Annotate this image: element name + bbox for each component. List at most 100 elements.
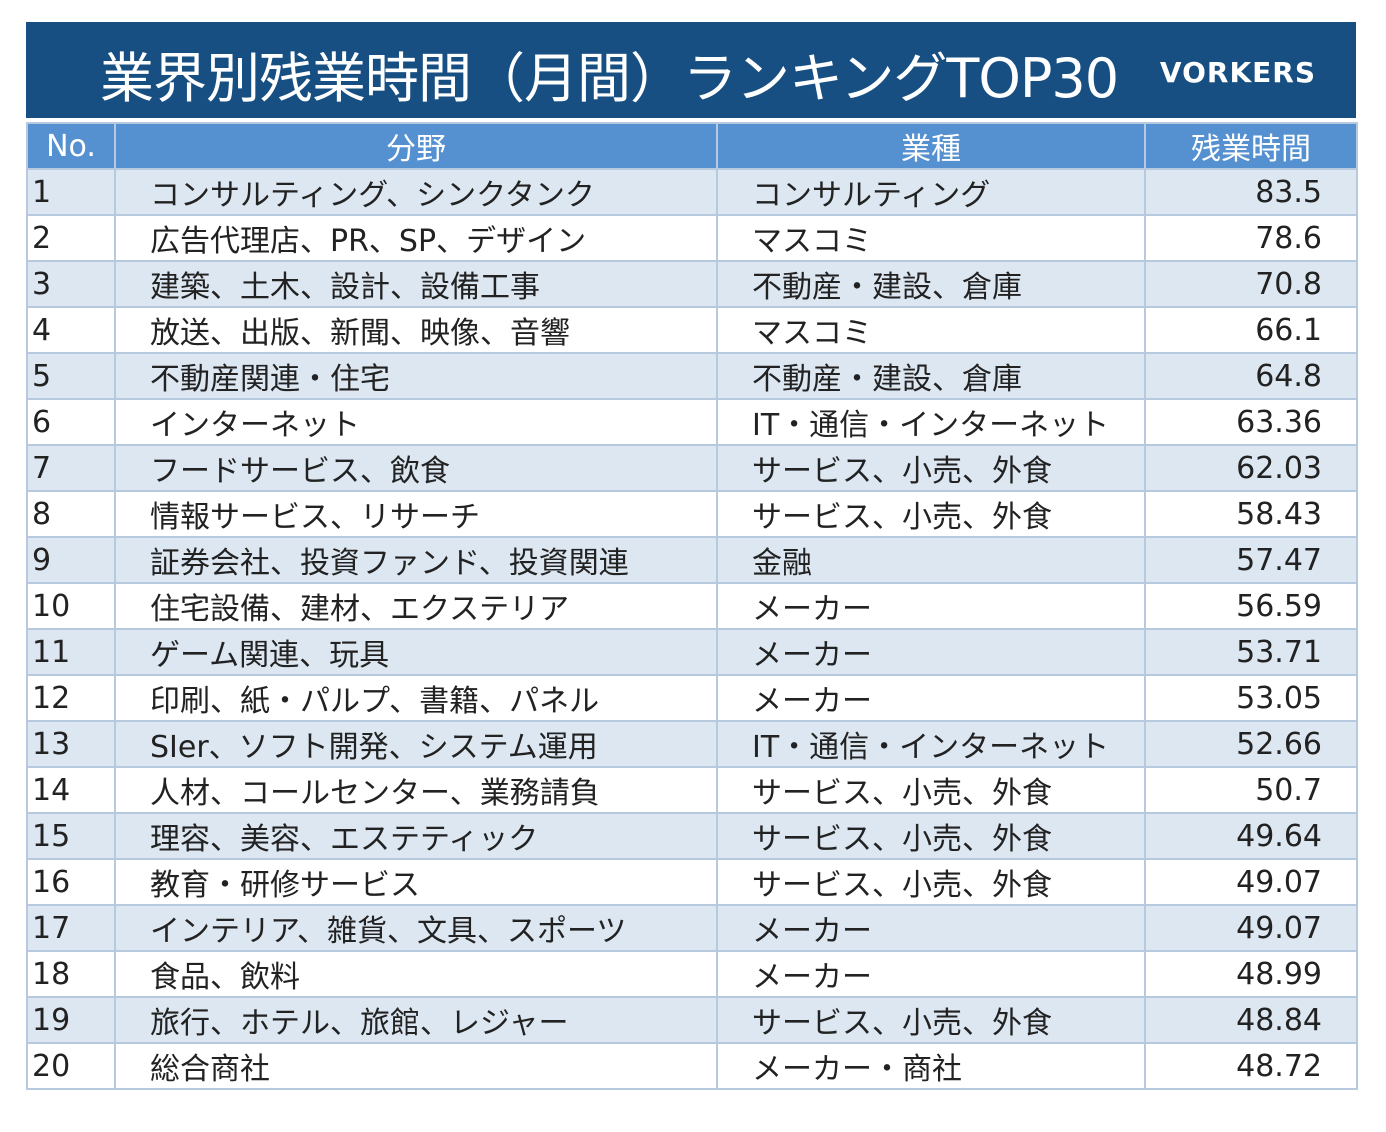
cell-industry: サービス、小売、外食 — [716, 812, 1146, 860]
cell-industry: メーカー — [716, 950, 1146, 998]
cell-field: インターネット — [114, 398, 718, 446]
cell-field: ゲーム関連、玩具 — [114, 628, 718, 676]
ranking-table-container: 業界別残業時間（月間）ランキングTOP30 VORKERS No. 分野 業種 … — [26, 22, 1358, 1090]
cell-hours: 58.43 — [1144, 490, 1358, 538]
cell-industry: マスコミ — [716, 306, 1146, 354]
cell-no: 1 — [26, 168, 116, 216]
table-row: 16 教育・研修サービス サービス、小売、外食 49.07 — [26, 858, 1358, 906]
cell-field: 証券会社、投資ファンド、投資関連 — [114, 536, 718, 584]
cell-hours: 64.8 — [1144, 352, 1358, 400]
cell-industry: メーカー — [716, 904, 1146, 952]
cell-no: 11 — [26, 628, 116, 676]
cell-field: SIer、ソフト開発、システム運用 — [114, 720, 718, 768]
cell-hours: 66.1 — [1144, 306, 1358, 354]
table-row: 10 住宅設備、建材、エクステリア メーカー 56.59 — [26, 582, 1358, 630]
cell-industry: メーカー — [716, 674, 1146, 722]
cell-no: 3 — [26, 260, 116, 308]
cell-field: 放送、出版、新聞、映像、音響 — [114, 306, 718, 354]
cell-hours: 49.07 — [1144, 858, 1358, 906]
table-row: 5 不動産関連・住宅 不動産・建設、倉庫 64.8 — [26, 352, 1358, 400]
cell-no: 10 — [26, 582, 116, 630]
cell-field: フードサービス、飲食 — [114, 444, 718, 492]
cell-industry: IT・通信・インターネット — [716, 398, 1146, 446]
title-bar: 業界別残業時間（月間）ランキングTOP30 VORKERS — [26, 22, 1356, 118]
cell-field: 情報サービス、リサーチ — [114, 490, 718, 538]
cell-hours: 53.05 — [1144, 674, 1358, 722]
cell-field: 建築、土木、設計、設備工事 — [114, 260, 718, 308]
cell-field: 不動産関連・住宅 — [114, 352, 718, 400]
cell-hours: 57.47 — [1144, 536, 1358, 584]
table-row: 8 情報サービス、リサーチ サービス、小売、外食 58.43 — [26, 490, 1358, 538]
cell-hours: 53.71 — [1144, 628, 1358, 676]
cell-industry: メーカー・商社 — [716, 1042, 1146, 1090]
cell-no: 18 — [26, 950, 116, 998]
cell-industry: メーカー — [716, 628, 1146, 676]
table-row: 2 広告代理店、PR、SP、デザイン マスコミ 78.6 — [26, 214, 1358, 262]
cell-hours: 70.8 — [1144, 260, 1358, 308]
table-row: 13 SIer、ソフト開発、システム運用 IT・通信・インターネット 52.66 — [26, 720, 1358, 768]
table-row: 19 旅行、ホテル、旅館、レジャー サービス、小売、外食 48.84 — [26, 996, 1358, 1044]
cell-field: 教育・研修サービス — [114, 858, 718, 906]
table-row: 17 インテリア、雑貨、文具、スポーツ メーカー 49.07 — [26, 904, 1358, 952]
header-no: No. — [26, 122, 116, 170]
vorkers-logo: VORKERS — [1159, 56, 1316, 89]
cell-hours: 48.99 — [1144, 950, 1358, 998]
cell-no: 20 — [26, 1042, 116, 1090]
table-row: 7 フードサービス、飲食 サービス、小売、外食 62.03 — [26, 444, 1358, 492]
cell-no: 7 — [26, 444, 116, 492]
page-title: 業界別残業時間（月間）ランキングTOP30 — [100, 47, 1119, 110]
cell-field: 住宅設備、建材、エクステリア — [114, 582, 718, 630]
table-row: 18 食品、飲料 メーカー 48.99 — [26, 950, 1358, 998]
ranking-table: No. 分野 業種 残業時間 1 コンサルティング、シンクタンク コンサルティング 8… — [26, 122, 1358, 1090]
cell-hours: 56.59 — [1144, 582, 1358, 630]
table-row: 20 総合商社 メーカー・商社 48.72 — [26, 1042, 1358, 1090]
cell-no: 2 — [26, 214, 116, 262]
table-row: 6 インターネット IT・通信・インターネット 63.36 — [26, 398, 1358, 446]
cell-industry: サービス、小売、外食 — [716, 444, 1146, 492]
cell-hours: 49.07 — [1144, 904, 1358, 952]
header-row: No. 分野 業種 残業時間 — [26, 122, 1358, 170]
table-row: 15 理容、美容、エステティック サービス、小売、外食 49.64 — [26, 812, 1358, 860]
cell-industry: コンサルティング — [716, 168, 1146, 216]
table-row: 4 放送、出版、新聞、映像、音響 マスコミ 66.1 — [26, 306, 1358, 354]
cell-field: 総合商社 — [114, 1042, 718, 1090]
cell-field: 旅行、ホテル、旅館、レジャー — [114, 996, 718, 1044]
cell-no: 17 — [26, 904, 116, 952]
cell-industry: 金融 — [716, 536, 1146, 584]
cell-hours: 49.64 — [1144, 812, 1358, 860]
cell-industry: サービス、小売、外食 — [716, 996, 1146, 1044]
header-hours: 残業時間 — [1144, 122, 1358, 170]
cell-hours: 83.5 — [1144, 168, 1358, 216]
table-row: 1 コンサルティング、シンクタンク コンサルティング 83.5 — [26, 168, 1358, 216]
cell-field: 広告代理店、PR、SP、デザイン — [114, 214, 718, 262]
cell-no: 4 — [26, 306, 116, 354]
cell-hours: 63.36 — [1144, 398, 1358, 446]
cell-hours: 48.84 — [1144, 996, 1358, 1044]
cell-hours: 50.7 — [1144, 766, 1358, 814]
table-row: 3 建築、土木、設計、設備工事 不動産・建設、倉庫 70.8 — [26, 260, 1358, 308]
cell-no: 5 — [26, 352, 116, 400]
cell-no: 12 — [26, 674, 116, 722]
cell-no: 14 — [26, 766, 116, 814]
cell-field: 食品、飲料 — [114, 950, 718, 998]
table-row: 11 ゲーム関連、玩具 メーカー 53.71 — [26, 628, 1358, 676]
cell-field: インテリア、雑貨、文具、スポーツ — [114, 904, 718, 952]
cell-industry: サービス、小売、外食 — [716, 490, 1146, 538]
cell-industry: サービス、小売、外食 — [716, 766, 1146, 814]
header-industry: 業種 — [716, 122, 1146, 170]
table-row: 14 人材、コールセンター、業務請負 サービス、小売、外食 50.7 — [26, 766, 1358, 814]
cell-field: コンサルティング、シンクタンク — [114, 168, 718, 216]
cell-hours: 52.66 — [1144, 720, 1358, 768]
cell-field: 印刷、紙・パルプ、書籍、パネル — [114, 674, 718, 722]
cell-no: 6 — [26, 398, 116, 446]
table-row: 12 印刷、紙・パルプ、書籍、パネル メーカー 53.05 — [26, 674, 1358, 722]
cell-hours: 48.72 — [1144, 1042, 1358, 1090]
cell-hours: 62.03 — [1144, 444, 1358, 492]
cell-no: 16 — [26, 858, 116, 906]
cell-industry: 不動産・建設、倉庫 — [716, 260, 1146, 308]
cell-industry: 不動産・建設、倉庫 — [716, 352, 1146, 400]
cell-no: 13 — [26, 720, 116, 768]
cell-no: 8 — [26, 490, 116, 538]
cell-industry: マスコミ — [716, 214, 1146, 262]
cell-industry: サービス、小売、外食 — [716, 858, 1146, 906]
